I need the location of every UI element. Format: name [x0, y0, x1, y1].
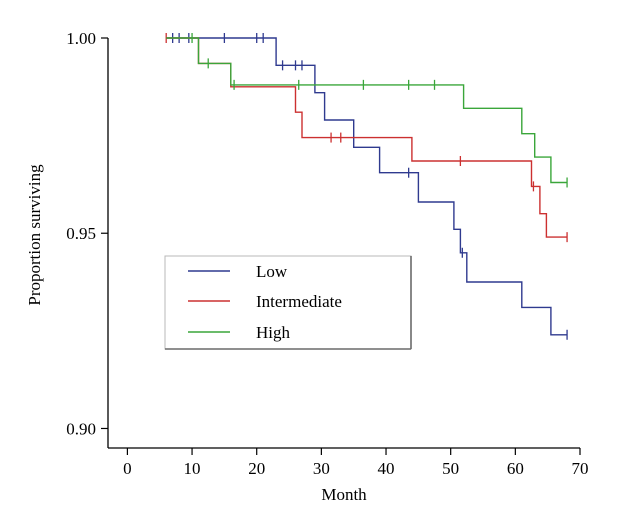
x-tick-label: 60	[507, 459, 524, 478]
x-axis-title: Month	[321, 485, 367, 504]
series-line-low	[166, 37, 568, 336]
y-tick-label: 1.00	[66, 29, 96, 48]
y-tick-label: 0.95	[66, 224, 96, 243]
x-tick-label: 10	[184, 459, 201, 478]
x-tick-label: 70	[572, 459, 589, 478]
legend: Low Intermediate High	[164, 255, 412, 350]
legend-label-high: High	[256, 323, 291, 342]
x-tick-label: 50	[442, 459, 459, 478]
x-tick-label: 30	[313, 459, 330, 478]
axes: 0 10 20 30 40 50 60 70 0.90 0.95 1.00	[66, 29, 588, 478]
y-tick-label: 0.90	[66, 419, 96, 438]
x-tick-label: 0	[123, 459, 132, 478]
x-tick-label: 40	[378, 459, 395, 478]
series-line-intermediate	[166, 37, 568, 238]
x-tick-label: 20	[248, 459, 265, 478]
legend-label-low: Low	[256, 262, 288, 281]
legend-label-intermediate: Intermediate	[256, 292, 342, 311]
series-layer	[165, 33, 568, 340]
y-axis-title: Proportion surviving	[25, 164, 44, 306]
series-line-high	[166, 37, 568, 184]
